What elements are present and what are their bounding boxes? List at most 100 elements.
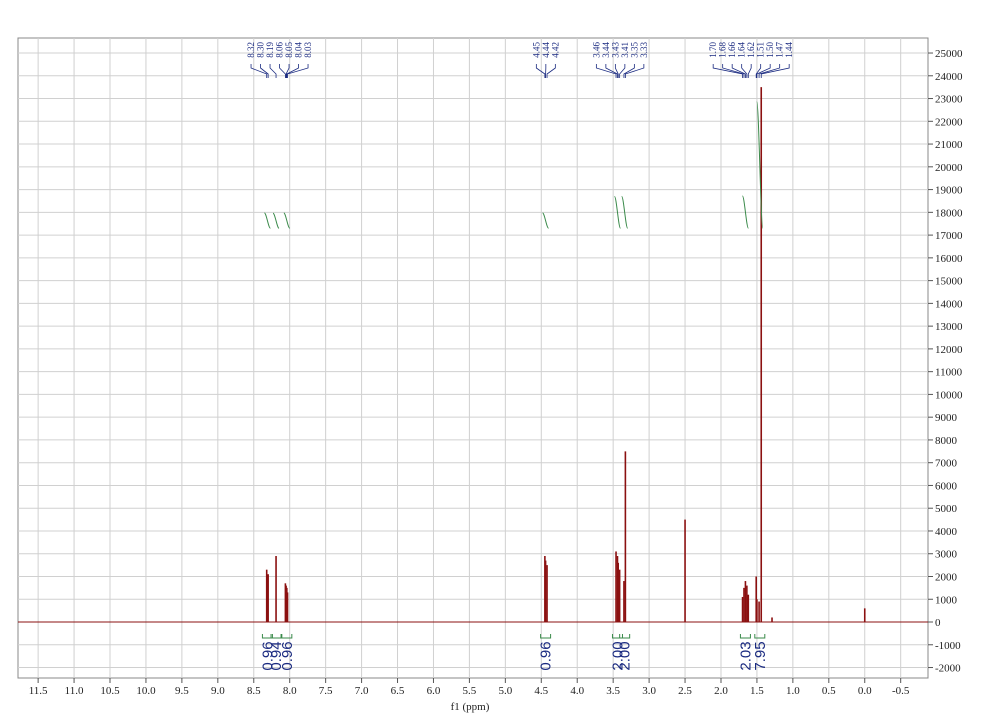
x-tick-label: 4.0 (570, 685, 584, 697)
integral-curve (621, 195, 629, 229)
x-tick-label: 0.5 (822, 685, 836, 697)
y-tick-label: 14000 (935, 298, 963, 310)
y-tick-label: 15000 (935, 276, 963, 288)
peak-label: 8.05 (284, 42, 294, 58)
peak-connector (605, 64, 618, 78)
peak-connector (747, 64, 752, 78)
peak-connector (614, 64, 619, 78)
integral-bracket (754, 634, 766, 639)
integral-bracket (261, 634, 273, 639)
peak-label: 1.50 (765, 42, 775, 58)
peak-connector (279, 64, 286, 78)
peak-label: 1.44 (784, 42, 794, 58)
peak-label: 1.66 (727, 42, 737, 58)
integral-curve (283, 212, 291, 229)
y-tick-label: 6000 (935, 480, 958, 492)
integral-bracket (739, 634, 751, 639)
x-tick-label: 7.5 (319, 685, 333, 697)
y-tick-label: 25000 (935, 48, 963, 60)
peak-connector (286, 64, 299, 78)
peak-label: 8.03 (303, 42, 313, 58)
peak-label: 1.62 (746, 42, 756, 58)
y-tick-label: 16000 (935, 253, 963, 265)
y-tick-label: 9000 (935, 412, 958, 424)
integral-curve (756, 101, 764, 229)
y-tick-label: 11000 (935, 367, 963, 379)
peak-connector (619, 64, 626, 78)
y-tick-label: 22000 (935, 116, 963, 128)
peak-label: 8.32 (246, 42, 256, 58)
integral-label: 0.96 (279, 641, 296, 670)
y-tick-label: 17000 (935, 230, 963, 242)
peak-connector (285, 64, 290, 78)
x-tick-label: 3.0 (642, 685, 656, 697)
integral-label: 2.03 (737, 641, 754, 670)
x-tick-label: 1.0 (786, 685, 800, 697)
y-tick-label: 8000 (935, 435, 958, 447)
y-tick-label: 23000 (935, 94, 963, 106)
y-tick-label: 7000 (935, 458, 958, 470)
y-tick-label: 2000 (935, 571, 958, 583)
peak-connector (756, 64, 771, 78)
y-tick-label: 5000 (935, 503, 958, 515)
peak-label: 8.30 (256, 42, 266, 58)
y-tick-label: 1000 (935, 594, 958, 606)
peak-label: 4.42 (550, 42, 560, 58)
peak-label: 3.46 (591, 42, 601, 58)
x-tick-label: 11.5 (29, 685, 48, 697)
integral-curve (542, 212, 550, 229)
x-tick-label: 6.5 (391, 685, 405, 697)
y-tick-label: 19000 (935, 185, 963, 197)
peak-connector (546, 64, 556, 78)
peak-connector (250, 64, 268, 78)
y-tick-label: 20000 (935, 162, 963, 174)
peak-connector (535, 64, 546, 78)
x-tick-label: 9.0 (211, 685, 225, 697)
x-tick-label: 5.5 (463, 685, 477, 697)
integral-bracket (270, 634, 282, 639)
integral-label: 0.96 (259, 641, 276, 670)
x-axis-label: f1 (ppm) (451, 701, 490, 713)
peak-connector (755, 64, 762, 78)
x-tick-label: 10.5 (100, 685, 120, 697)
integral-bracket (540, 634, 552, 639)
peak-connector (624, 64, 645, 78)
peak-connector (269, 64, 277, 78)
x-tick-label: 0.0 (858, 685, 872, 697)
peak-label: 3.43 (610, 42, 620, 58)
x-tick-label: 8.0 (283, 685, 297, 697)
integral-curve (613, 195, 621, 229)
integral-curve (741, 195, 749, 229)
peak-label: 1.47 (775, 42, 785, 58)
peak-label: 1.68 (718, 42, 728, 58)
peak-connector (722, 64, 745, 78)
peak-label: 4.45 (531, 42, 541, 58)
integral-curve (263, 212, 271, 229)
y-tick-label: 13000 (935, 321, 963, 333)
x-tick-label: 1.5 (750, 685, 764, 697)
peak-connector (287, 64, 309, 78)
x-tick-label: 9.5 (175, 685, 189, 697)
peak-connector (760, 64, 790, 78)
x-tick-label: 5.0 (498, 685, 512, 697)
integral-bracket (619, 634, 631, 639)
x-tick-label: 4.5 (534, 685, 548, 697)
y-tick-label: 4000 (935, 526, 958, 538)
peak-label: 8.06 (275, 42, 285, 58)
peak-label: 3.41 (620, 42, 630, 58)
y-tick-label: 21000 (935, 139, 963, 151)
integral-label: 0.94 (268, 641, 285, 670)
peak-label: 3.35 (629, 42, 639, 58)
integral-label: 2.00 (617, 641, 634, 670)
plot-frame (17, 37, 929, 679)
peak-connector (712, 64, 743, 78)
peak-label: 3.33 (639, 42, 649, 58)
x-tick-label: 11.0 (65, 685, 84, 697)
y-tick-label: 10000 (935, 389, 963, 401)
peak-label: 1.64 (737, 42, 747, 58)
integral-label: 7.95 (752, 641, 769, 670)
peak-label: 8.04 (294, 42, 304, 58)
x-tick-label: 6.0 (427, 685, 441, 697)
y-tick-label: -1000 (935, 640, 961, 652)
